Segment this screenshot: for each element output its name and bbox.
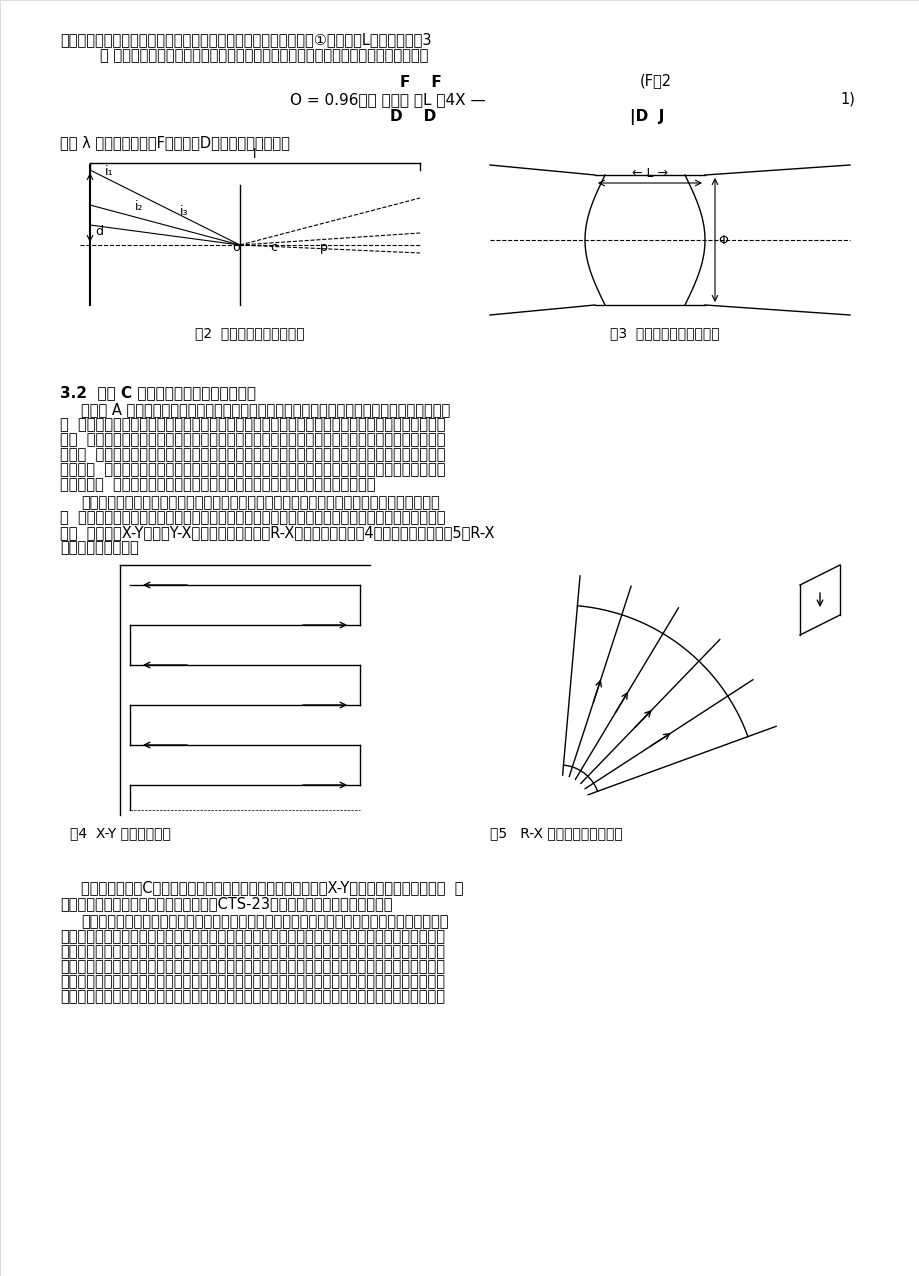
Text: 能器阵列  电子扫描法扫查的范围受到换能器阵列大小或压电体数目的限制，对于较大工件进行扫描: 能器阵列 电子扫描法扫查的范围受到换能器阵列大小或压电体数目的限制，对于较大工件… bbox=[60, 462, 445, 477]
Text: 卡和接口电路与机械扫描装置通信，即通过接口电路驱动机械扫描装置扫描工件，并同时采集超声波: 卡和接口电路与机械扫描装置通信，即通过接口电路驱动机械扫描装置扫描工件，并同时采… bbox=[60, 989, 445, 1004]
Text: 所示。理论计算得知，在焦点附近，声压分布存在着一个直径等于①，长度为L的焦柱，如图3: 所示。理论计算得知，在焦点附近，声压分布存在着一个直径等于①，长度为L的焦柱，如… bbox=[60, 32, 431, 47]
Text: 实验中的超声波C扫描成像装置是采用机械扫描法，其扫描模式X-Y双轴扫描模式。同时其超  声: 实验中的超声波C扫描成像装置是采用机械扫描法，其扫描模式X-Y双轴扫描模式。同时… bbox=[81, 880, 463, 894]
Text: i₃: i₃ bbox=[180, 205, 188, 218]
Text: 由于被检工件和试样的形状不同，因此必须采用不同的扫描模式，才能达到理想的检测效果。: 由于被检工件和试样的形状不同，因此必须采用不同的扫描模式，才能达到理想的检测效果… bbox=[81, 495, 439, 510]
Text: 轴扫  描，例如X-Y扫描或Y-X扫描，对圆盘工件的R-X径向光栅扫描。图4为双轴扫描模式，图5为R-X: 轴扫 描，例如X-Y扫描或Y-X扫描，对圆盘工件的R-X径向光栅扫描。图4为双轴… bbox=[60, 524, 494, 540]
Text: 检测是困难  的。因此，目前使用较多的超声检测成像的扫描方法是机械扫描法。: 检测是困难 的。因此，目前使用较多的超声检测成像的扫描方法是机械扫描法。 bbox=[60, 477, 375, 493]
Text: 径向光栅扫描模式。: 径向光栅扫描模式。 bbox=[60, 540, 139, 555]
Text: c: c bbox=[269, 241, 277, 254]
Text: 制器来控制。扫描控制器通过接口电路与计算机连接。扫描控制器可根据计算机发出的指令来控制机: 制器来控制。扫描控制器通过接口电路与计算机连接。扫描控制器可根据计算机发出的指令… bbox=[60, 944, 445, 960]
Text: d: d bbox=[95, 225, 103, 239]
Text: ← L →: ← L → bbox=[631, 167, 667, 180]
Text: o: o bbox=[232, 241, 239, 254]
Text: 图3  聚焦探头在水中的焦柱: 图3 聚焦探头在水中的焦柱 bbox=[609, 325, 719, 339]
Text: 图2  聚焦探头在水中的焦点: 图2 聚焦探头在水中的焦点 bbox=[195, 325, 304, 339]
Text: l: l bbox=[253, 148, 256, 161]
Text: 械扫描装置的扫描，进而可以改变超声波探头的位置，达到自动扫描的目的。接口电路包括机械扫描: 械扫描装置的扫描，进而可以改变超声波探头的位置，达到自动扫描的目的。接口电路包括… bbox=[60, 960, 445, 974]
Text: 有  无缺陷及缺陷的大小，实验现象不直观，而且必须通过专业的检测人员才能对缺陷进行定位和定: 有 无缺陷及缺陷的大小，实验现象不直观，而且必须通过专业的检测人员才能对缺陷进行… bbox=[60, 417, 445, 433]
Text: 式中 λ 为超声波波长，F为焦距，D为聚焦探头的直径。: 式中 λ 为超声波波长，F为焦距，D为聚焦探头的直径。 bbox=[60, 135, 289, 151]
Text: i₂: i₂ bbox=[135, 200, 143, 213]
Text: 量，  检测的结果受人为因素的影响较大。将传统的超声波探伤仪与计算机相结合便诞生了智能化的: 量， 检测的结果受人为因素的影响较大。将传统的超声波探伤仪与计算机相结合便诞生了… bbox=[60, 433, 445, 447]
Text: 3.2  超声 C 扫描成像装置的基本结构设计: 3.2 超声 C 扫描成像装置的基本结构设计 bbox=[60, 385, 255, 399]
Text: 发射和接收模块是在汕头超声波仪器厂的CTS-23型超声波探伤仪基础上研制的。: 发射和接收模块是在汕头超声波仪器厂的CTS-23型超声波探伤仪基础上研制的。 bbox=[60, 896, 392, 911]
Text: Φ: Φ bbox=[717, 234, 727, 246]
Text: p: p bbox=[320, 241, 327, 254]
Text: 所 示。在焦柱内，声压无突变现象，我们可以通过这个焦柱确定缺陷的尺寸。其中，: 所 示。在焦柱内，声压无突变现象，我们可以通过这个焦柱确定缺陷的尺寸。其中， bbox=[100, 48, 428, 63]
Text: 扫  描模式的控制可以在扫描控制器上完成，也可以由计算机和不同的软件程序完成。通常可采用双: 扫 描模式的控制可以在扫描控制器上完成，也可以由计算机和不同的软件程序完成。通常… bbox=[60, 510, 445, 524]
Text: 系统硬件主要包括机械扫描装置、扫描控制器、接口电路、数据采集卡、超声波探伤仪和台式计: 系统硬件主要包括机械扫描装置、扫描控制器、接口电路、数据采集卡、超声波探伤仪和台… bbox=[81, 914, 448, 929]
Text: (F、2: (F、2 bbox=[640, 73, 672, 88]
Text: |D  J: |D J bbox=[630, 108, 664, 125]
Text: 超声波  探伤仪。实现超声检测成像的扫描方法有机械扫描法和探头阵列电子扫描法两种。由于用换: 超声波 探伤仪。实现超声检测成像的扫描方法有机械扫描法和探头阵列电子扫描法两种。… bbox=[60, 447, 445, 462]
Text: 装置的驱动电路以及该电路与计算机之间的辅助通信电路。计算机在软件系统的控制下通过数据采集: 装置的驱动电路以及该电路与计算机之间的辅助通信电路。计算机在软件系统的控制下通过… bbox=[60, 974, 445, 989]
Text: i₁: i₁ bbox=[105, 165, 113, 177]
Text: 用超声 A 型显示方式检测时，主要是通过超声波探伤仪的显示屏观察超声脉冲反射波型来判断: 用超声 A 型显示方式检测时，主要是通过超声波探伤仪的显示屏观察超声脉冲反射波型… bbox=[81, 402, 449, 417]
Text: D    D: D D bbox=[390, 108, 436, 124]
Text: 图5   R-X 型径向光栅扫描模式: 图5 R-X 型径向光栅扫描模式 bbox=[490, 826, 622, 840]
Text: 图4  X-Y 型双轴扫描模: 图4 X-Y 型双轴扫描模 bbox=[70, 826, 171, 840]
Text: 1): 1) bbox=[839, 92, 854, 107]
Text: F    F: F F bbox=[400, 75, 441, 91]
Text: O = 0.96九一 。九一 ，L 沁4X —: O = 0.96九一 。九一 ，L 沁4X — bbox=[289, 92, 485, 107]
Text: 算机。机械扫描装置是为了自动扫描工件整个区域而专门设计的，它是自动扫描的基础，它由扫描控: 算机。机械扫描装置是为了自动扫描工件整个区域而专门设计的，它是自动扫描的基础，它… bbox=[60, 929, 445, 944]
